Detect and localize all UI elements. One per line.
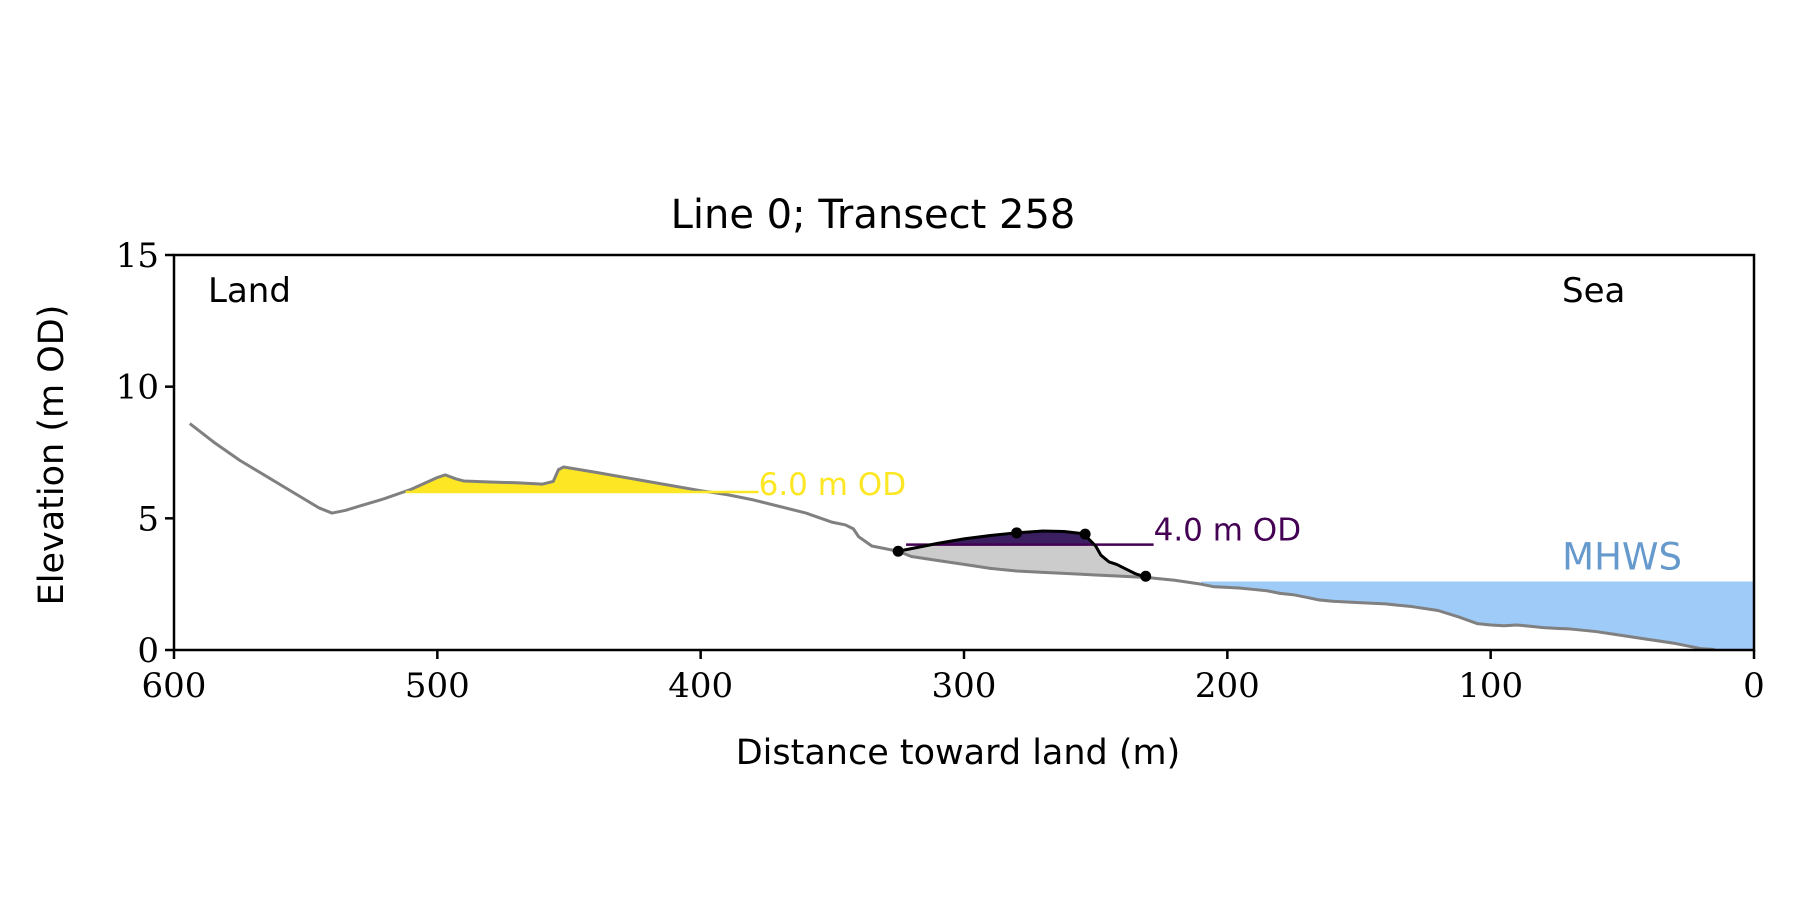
threshold-6m-fill-2 <box>537 466 701 492</box>
dune-marker-point-3 <box>1079 528 1091 540</box>
y-axis-label: Elevation (m OD) <box>32 305 72 606</box>
chart-title: Line 0; Transect 258 <box>671 192 1076 238</box>
threshold-4m-label: 4.0 m OD <box>1154 513 1301 549</box>
y-tick-label: 15 <box>116 236 159 276</box>
threshold-6m-label: 6.0 m OD <box>759 467 906 503</box>
mhws-label: MHWS <box>1562 536 1682 579</box>
y-tick-label: 5 <box>137 499 159 539</box>
x-axis-label: Distance toward land (m) <box>736 733 1181 773</box>
y-tick-label: 10 <box>116 368 159 408</box>
y-tick-label: 0 <box>137 631 159 671</box>
dune-marker-point-1 <box>892 545 904 557</box>
dune-marker-point-4 <box>1140 570 1152 582</box>
x-tick-label: 500 <box>405 666 470 706</box>
dune-above-4m-fill <box>931 530 1095 545</box>
x-tick-label: 100 <box>1458 666 1523 706</box>
x-tick-label: 0 <box>1743 666 1765 706</box>
x-tick-label: 400 <box>668 666 733 706</box>
x-tick-label: 300 <box>932 666 997 706</box>
elevation-profile-line <box>188 422 1715 651</box>
dune-marker-point-2 <box>1011 527 1023 539</box>
fill-layer <box>405 466 1754 650</box>
x-tick-label: 200 <box>1195 666 1260 706</box>
axes-layer: 600 500 400 300 200 100 0 0 5 10 15 <box>116 236 1765 706</box>
line-layer <box>188 422 1715 651</box>
mhws-water-fill <box>1201 581 1754 650</box>
x-tick-label: 600 <box>142 666 207 706</box>
sea-label: Sea <box>1562 271 1625 311</box>
land-label: Land <box>208 271 291 311</box>
threshold-6m-fill-1 <box>405 474 538 492</box>
